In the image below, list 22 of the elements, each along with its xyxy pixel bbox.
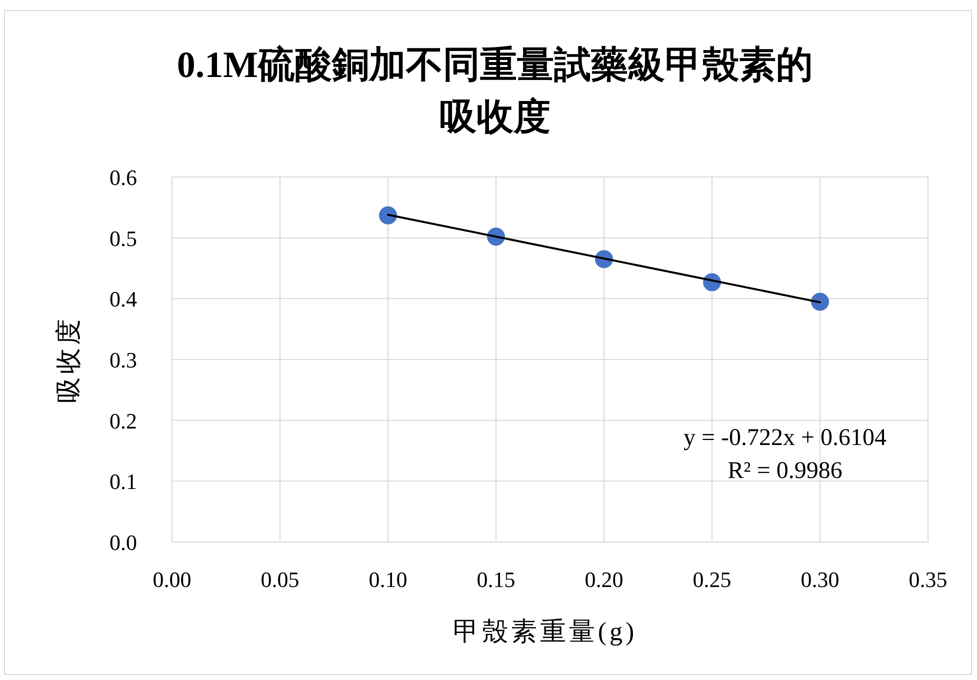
point — [811, 292, 829, 311]
annotation: y = -0.722x + 0.6104 — [683, 425, 887, 451]
x-tick-label: 0.05 — [260, 567, 300, 592]
y-tick-label: 0.6 — [110, 165, 137, 190]
y-tick-label: 0.1 — [110, 469, 137, 494]
y-tick-label: 0.0 — [110, 530, 137, 555]
x-tick-label: 0.35 — [908, 567, 948, 592]
x-tick-label: 0.15 — [476, 567, 516, 592]
x-axis-title: 甲殼素重量(g) — [452, 617, 638, 646]
y-tick-label: 0.3 — [110, 348, 137, 372]
x-tick-label: 0.10 — [368, 567, 408, 592]
y-axis-title: 吸收度 — [54, 316, 83, 403]
chart-title: 0.1M硫酸銅加不同重量試藥級甲殼素的吸收度 — [176, 44, 814, 140]
x-tick-label: 0.20 — [584, 567, 624, 592]
y-tick-label: 0.5 — [110, 226, 137, 251]
x-tick-label: 0.25 — [692, 567, 732, 592]
y-tick-label: 0.2 — [110, 408, 137, 434]
x-tick-label: 0.00 — [152, 567, 192, 592]
annotation: R² = 0.9986 — [728, 458, 842, 484]
y-tick-label: 0.4 — [110, 286, 137, 312]
x-tick-label: 0.30 — [800, 567, 840, 592]
point — [379, 206, 397, 224]
